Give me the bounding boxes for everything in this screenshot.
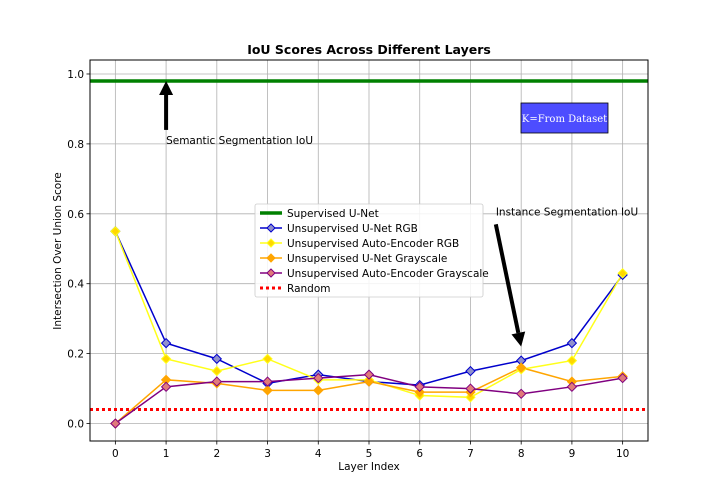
x-axis-ticks: 0 1 2 3 4 5 6 7 8 9 10 <box>112 441 629 460</box>
unsupervised-auto-encoder-rgb-point <box>110 226 121 237</box>
y-tick-label: 0.8 <box>67 139 84 151</box>
annotation-arrow-shaft <box>493 223 521 334</box>
unsupervised-auto-encoder-grayscale-point <box>160 381 172 393</box>
legend-item: Unsupervised U-Net Grayscale <box>260 253 447 265</box>
legend-marker <box>266 253 276 263</box>
x-tick-label: 10 <box>616 448 629 460</box>
k-box-label: K=From Dataset <box>522 114 607 125</box>
unsupervised-u-net-rgb-point <box>211 353 223 365</box>
unsupervised-u-net-grayscale-point <box>262 385 273 396</box>
unsupervised-auto-encoder-grayscale-point <box>110 418 121 429</box>
y-tick-label: 0.4 <box>67 279 84 291</box>
legend-item: Unsupervised Auto-Encoder RGB <box>260 238 459 250</box>
legend-item: Supervised U-Net <box>260 208 379 220</box>
y-tick-label: 0.2 <box>67 349 84 361</box>
legend-item: Unsupervised Auto-Encoder Grayscale <box>260 268 489 280</box>
k-box-background <box>520 102 609 134</box>
y-tick-label: 0.6 <box>67 209 84 221</box>
unsupervised-u-net-grayscale-point <box>414 386 425 398</box>
x-tick-label: 1 <box>163 448 170 460</box>
x-tick-label: 8 <box>518 448 525 460</box>
x-tick-label: 4 <box>315 448 322 460</box>
unsupervised-u-net-grayscale-point <box>363 376 375 387</box>
x-tick-label: 3 <box>264 448 271 460</box>
unsupervised-u-net-grayscale-point <box>515 362 527 373</box>
legend-label: Supervised U-Net <box>287 208 379 220</box>
legend-marker <box>266 268 276 278</box>
unsupervised-auto-encoder-rgb-point <box>617 268 628 279</box>
y-tick-label: 1.0 <box>67 69 84 81</box>
y-axis-ticks: 0.0 0.2 0.4 0.6 0.8 1.0 <box>67 69 90 431</box>
legend-marker <box>266 238 276 248</box>
unsupervised-auto-encoder-grayscale-point <box>515 388 527 400</box>
chart-title: IoU Scores Across Different Layers <box>247 42 491 57</box>
reference-lines <box>90 79 648 412</box>
legend-label: Unsupervised Auto-Encoder Grayscale <box>287 268 489 280</box>
legend: Supervised U-Net Unsupervised U-Net RGB Un… <box>254 203 489 298</box>
unsupervised-auto-encoder-rgb-point <box>566 355 578 366</box>
unsupervised-u-net-rgb-point <box>566 337 578 349</box>
unsupervised-auto-encoder-rgb-point <box>160 353 172 365</box>
x-tick-label: 6 <box>416 448 423 460</box>
annotation-arrowhead <box>159 80 174 95</box>
legend-item: Random <box>260 283 330 295</box>
y-tick-label: 0.0 <box>67 419 84 431</box>
unsupervised-auto-encoder-grayscale-point <box>363 369 375 380</box>
unsupervised-u-net-grayscale-point <box>313 385 324 396</box>
x-tick-label: 2 <box>213 448 220 460</box>
unsupervised-auto-encoder-grayscale-point <box>566 381 578 393</box>
x-tick-label: 0 <box>112 448 119 460</box>
legend-marker <box>266 223 276 233</box>
unsupervised-u-net-rgb-point <box>465 365 476 377</box>
legend-item: Unsupervised U-Net RGB <box>260 223 418 235</box>
legend-frame <box>254 203 484 298</box>
legend-label: Unsupervised U-Net Grayscale <box>287 253 447 265</box>
unsupervised-auto-encoder-grayscale-point <box>617 372 628 384</box>
annotation-label: Instance Segmentation IoU <box>496 206 638 218</box>
x-tick-label: 7 <box>467 448 474 460</box>
annotation-arrowhead <box>511 331 526 347</box>
unsupervised-u-net-rgb-point <box>160 337 172 349</box>
unsupervised-auto-encoder-grayscale-point <box>262 376 273 387</box>
legend-label: Random <box>287 283 330 295</box>
y-axis-label: Intersection Over Union Score <box>52 172 64 329</box>
unsupervised-auto-encoder-rgb-point <box>465 392 476 403</box>
k-from-dataset-box: K=From Dataset <box>520 102 609 134</box>
unsupervised-auto-encoder-grayscale-point <box>465 383 476 394</box>
unsupervised-auto-encoder-rgb-point <box>262 353 273 365</box>
unsupervised-auto-encoder-rgb-point <box>211 365 223 377</box>
series-markers <box>110 226 628 429</box>
unsupervised-auto-encoder-grayscale-point <box>211 376 223 387</box>
legend-label: Unsupervised U-Net RGB <box>287 223 418 235</box>
annotations: Semantic Segmentation IoU Instance Segmen… <box>159 80 638 347</box>
x-axis-label: Layer Index <box>338 461 400 473</box>
annotation-label: Semantic Segmentation IoU <box>166 135 313 147</box>
x-tick-label: 5 <box>366 448 373 460</box>
legend-label: Unsupervised Auto-Encoder RGB <box>287 238 459 250</box>
x-tick-label: 9 <box>569 448 576 460</box>
unsupervised-auto-encoder-grayscale-point <box>414 381 425 393</box>
unsupervised-auto-encoder-grayscale-point <box>313 372 324 384</box>
